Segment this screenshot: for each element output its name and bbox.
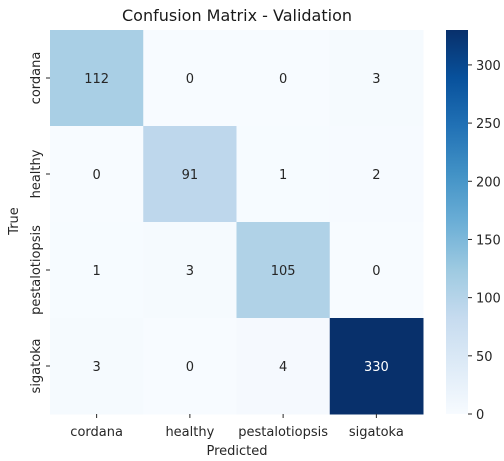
- y-tick-label: sigatoka: [29, 339, 44, 394]
- cell-value-label: 0: [186, 72, 194, 87]
- heatmap-cell: [50, 126, 144, 223]
- cell-value-label: 1: [92, 264, 100, 279]
- y-tick-labels: cordana healthy pestalotiopsis sigatoka: [29, 52, 50, 394]
- colorbar-tick-label: 0: [476, 408, 484, 423]
- heatmap-cell: [143, 30, 237, 127]
- heatmap-cell: [329, 222, 424, 319]
- heatmap-cell: [236, 126, 331, 223]
- y-axis-label: True: [7, 207, 22, 236]
- cell-value-label: 2: [372, 168, 380, 183]
- heatmap-cell: [143, 318, 237, 415]
- cell-value-label: 1: [279, 168, 287, 183]
- heatmap-cell: [50, 318, 144, 415]
- heatmap-cell: [329, 30, 424, 127]
- colorbar-tick-label: 300: [476, 59, 501, 74]
- y-tick-label: healthy: [29, 149, 44, 198]
- colorbar-tick-label: 100: [476, 292, 501, 307]
- x-tick-label: pestalotiopsis: [238, 425, 328, 440]
- cell-value-label: 0: [372, 264, 380, 279]
- x-tick-labels: cordana healthy pestalotiopsis sigatoka: [70, 414, 404, 440]
- heatmap-cells: 112 0 0 3 0 91 1 2 1 3 105 0 3 0 4 330: [50, 30, 424, 415]
- colorbar-tick-label: 50: [476, 350, 493, 365]
- cell-value-label: 3: [186, 264, 194, 279]
- cell-value-label: 0: [186, 360, 194, 375]
- heatmap-cell: [329, 126, 424, 223]
- colorbar-tick-label: 150: [476, 233, 501, 248]
- cell-value-label: 330: [364, 360, 389, 375]
- colorbar-ticks: 0 50 100 150 200 250 300: [468, 59, 501, 423]
- cell-value-label: 91: [182, 168, 199, 183]
- cell-value-label: 0: [92, 168, 100, 183]
- cell-value-label: 0: [279, 72, 287, 87]
- cell-value-label: 105: [271, 264, 296, 279]
- heatmap-cell: [50, 222, 144, 319]
- colorbar: [446, 30, 468, 414]
- heatmap-cell: [50, 30, 144, 127]
- heatmap-cell: [236, 222, 331, 319]
- x-axis-label: Predicted: [206, 444, 267, 459]
- heatmap-cell: [236, 318, 331, 415]
- x-tick-label: cordana: [70, 425, 123, 440]
- chart-title: Confusion Matrix - Validation: [122, 6, 352, 25]
- heatmap-cell: [329, 318, 424, 415]
- x-tick-label: sigatoka: [349, 425, 404, 440]
- x-tick-label: healthy: [165, 425, 214, 440]
- y-tick-label: cordana: [29, 52, 44, 105]
- heatmap-cell: [236, 30, 331, 127]
- heatmap-cell: [143, 222, 237, 319]
- cell-value-label: 3: [92, 360, 100, 375]
- colorbar-tick-label: 250: [476, 117, 501, 132]
- cell-value-label: 4: [279, 360, 287, 375]
- cell-value-label: 3: [372, 72, 380, 87]
- heatmap-cell: [143, 126, 237, 223]
- cell-value-label: 112: [84, 72, 109, 87]
- y-tick-label: pestalotiopsis: [29, 225, 44, 315]
- colorbar-tick-label: 200: [476, 175, 501, 190]
